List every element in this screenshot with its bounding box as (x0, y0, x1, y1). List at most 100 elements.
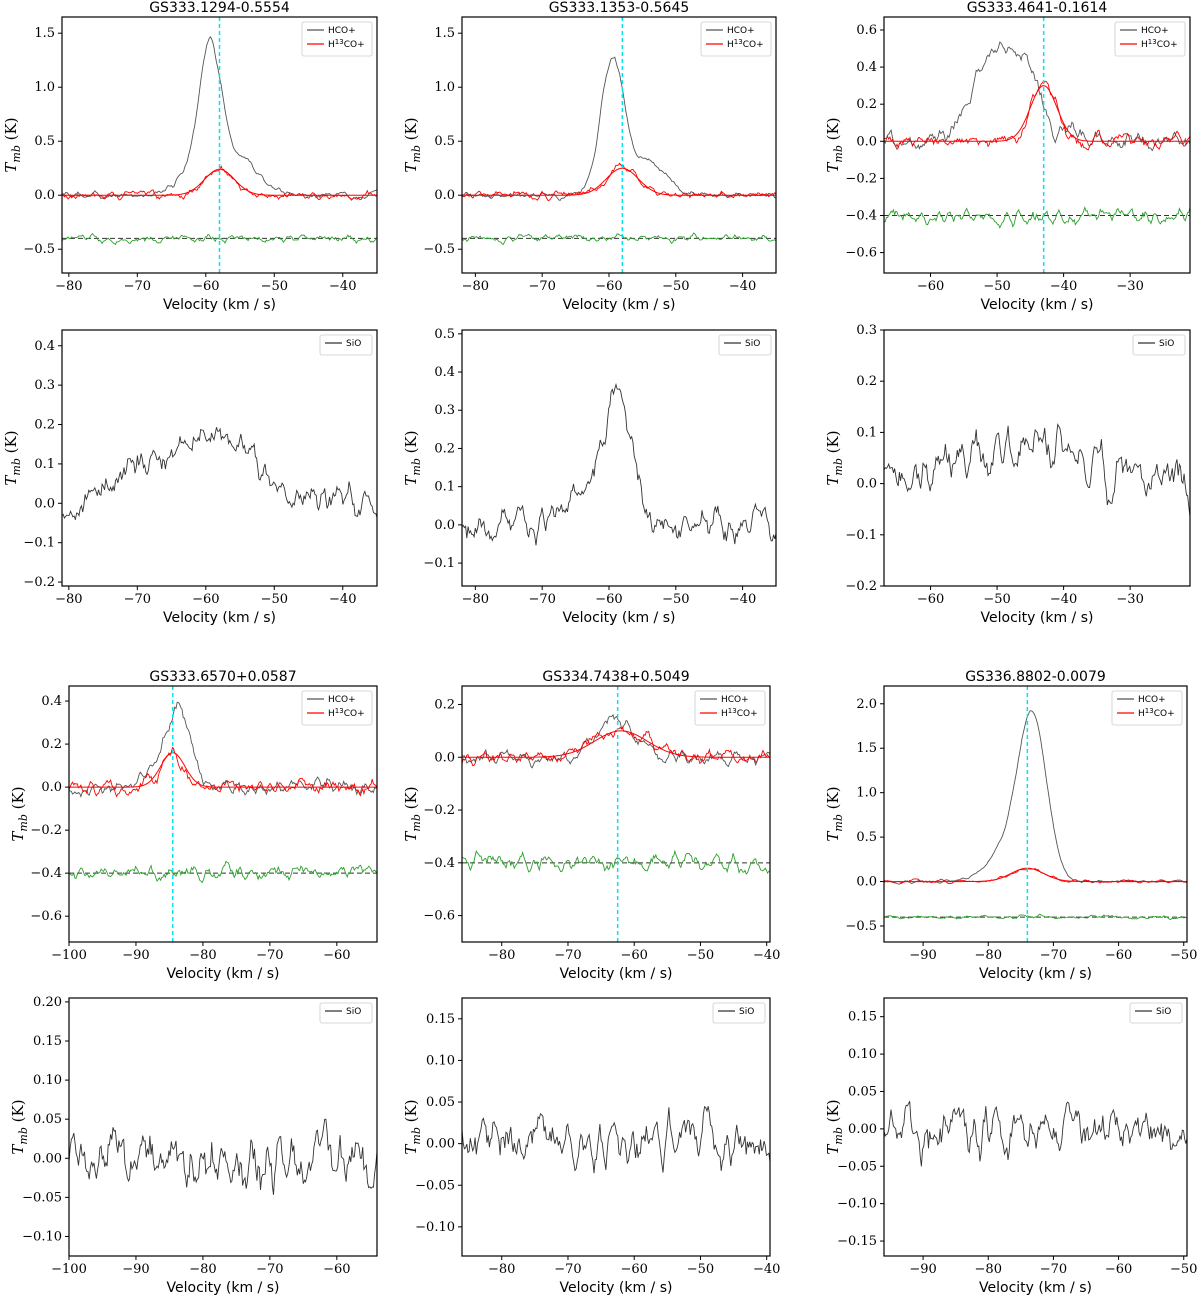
x-axis-label: Velocity (km / s) (167, 1280, 280, 1296)
x-tick-label: −90 (122, 1262, 149, 1277)
x-tick-label: −90 (122, 948, 149, 963)
spectrum-panel-6: −60 −50 −40 −30 −0.2 −0.1 0.0 0.1 0.2 0.3 Velocity… (824, 323, 1191, 626)
y-tick-label: 0.15 (848, 1010, 877, 1025)
x-tick-label: −30 (1116, 279, 1143, 294)
y-tick-label: 0.3 (434, 403, 455, 418)
spectrum-panel-10: −80 −70 −60 −50 −40 −0.10 −0.05 0.00 0.05 0.10 0.1… (402, 997, 780, 1296)
y-tick-label: −0.2 (423, 803, 455, 818)
x-tick-label: −50 (1170, 948, 1197, 963)
x-tick-label: −80 (189, 948, 216, 963)
y-tick-label: 0.4 (856, 60, 877, 75)
x-tick-label: −40 (753, 948, 780, 963)
y-tick-label: 0.2 (34, 418, 55, 433)
series-residual-line (884, 913, 1187, 920)
legend: SiO (1129, 1002, 1183, 1024)
axes-frame (461, 329, 777, 587)
series-sio-line (884, 423, 1190, 517)
series-sio-line (69, 1118, 377, 1195)
y-tick-label: −0.6 (423, 909, 455, 924)
y-tick-label: 0.0 (434, 518, 455, 533)
legend-entry: SiO (1159, 339, 1174, 349)
spectrum-panel-5: −60 −50 −40 −30 −0.6 −0.4 −0.2 0.0 0.2 0.4 0.6 Velo… (824, 0, 1191, 313)
series-h13co-line (69, 746, 377, 798)
series-hco-line (462, 713, 770, 769)
panel-title: GS334.7438+0.5049 (542, 669, 689, 685)
x-axis-label: Velocity (km / s) (163, 610, 276, 626)
y-tick-label: 0.2 (41, 737, 62, 752)
y-tick-label: 1.0 (434, 80, 455, 95)
x-tick-label: −70 (256, 948, 283, 963)
legend: HCO+ H13CO+ (301, 21, 373, 57)
x-tick-label: −90 (909, 948, 936, 963)
legend-entry: H13CO+ (328, 38, 365, 50)
legend-entry: HCO+ (1138, 695, 1166, 705)
spectrum-panel-4: −80 −70 −60 −50 −40 −0.1 0.0 0.1 0.2 0.3 0.4 0.5 Vel… (402, 327, 777, 626)
legend-box (1132, 334, 1186, 356)
legend: SiO (319, 1002, 373, 1024)
x-tick-label: −80 (189, 1262, 216, 1277)
x-tick-label: −60 (917, 279, 944, 294)
legend-entry: H13CO+ (328, 707, 365, 719)
x-axis-label: Velocity (km / s) (167, 966, 280, 982)
x-tick-label: −40 (1050, 592, 1077, 607)
series-sio-line (462, 382, 776, 546)
y-tick-label: −0.5 (423, 242, 455, 257)
y-tick-label: 0.15 (426, 1012, 455, 1027)
plot-area (884, 423, 1190, 517)
y-axis-label: Tmb (K) (9, 1099, 30, 1154)
y-tick-label: 0.5 (434, 327, 455, 342)
y-tick-label: 0.0 (34, 496, 55, 511)
y-tick-label: 0.4 (34, 339, 55, 354)
y-tick-label: 2.0 (856, 697, 877, 712)
y-tick-label: 0.0 (856, 875, 877, 890)
plot-area (884, 1101, 1187, 1167)
legend-box (319, 1002, 373, 1024)
x-axis-label: Velocity (km / s) (981, 297, 1094, 313)
legend: SiO (712, 1002, 766, 1024)
y-tick-label: −0.4 (845, 208, 877, 223)
gaussian-fit-line (462, 730, 770, 758)
x-tick-label: −60 (192, 279, 219, 294)
x-tick-label: −60 (595, 592, 622, 607)
y-tick-label: 0.00 (33, 1151, 62, 1166)
x-tick-label: −50 (662, 279, 689, 294)
plot-area (62, 427, 377, 520)
x-axis-label: Velocity (km / s) (979, 1280, 1092, 1296)
x-tick-label: −70 (256, 1262, 283, 1277)
x-tick-label: −70 (124, 279, 151, 294)
legend-entry: H13CO+ (721, 707, 758, 719)
x-tick-label: −80 (55, 592, 82, 607)
legend: SiO (718, 334, 772, 356)
axes-frame (68, 685, 378, 943)
y-tick-label: −0.6 (845, 246, 877, 261)
x-axis-label: Velocity (km / s) (560, 966, 673, 982)
y-tick-label: 0.2 (856, 97, 877, 112)
y-tick-label: −0.05 (837, 1159, 877, 1174)
x-tick-label: −50 (261, 592, 288, 607)
x-tick-label: −80 (975, 1262, 1002, 1277)
y-tick-label: 0.1 (34, 457, 55, 472)
x-tick-label: −80 (488, 1262, 515, 1277)
y-axis-label: Tmb (K) (402, 786, 423, 841)
series-hco-line (884, 41, 1190, 152)
x-axis-label: Velocity (km / s) (563, 610, 676, 626)
x-tick-label: −70 (528, 592, 555, 607)
y-tick-label: 0.15 (33, 1034, 62, 1049)
x-tick-label: −100 (51, 1262, 87, 1277)
x-tick-label: −70 (1040, 948, 1067, 963)
legend-entry: HCO+ (727, 26, 755, 36)
y-tick-label: 0.0 (34, 188, 55, 203)
y-tick-label: 1.0 (34, 80, 55, 95)
x-tick-label: −70 (1040, 1262, 1067, 1277)
y-tick-label: 0.0 (434, 188, 455, 203)
y-tick-label: 0.3 (856, 323, 877, 338)
y-tick-label: 1.5 (434, 26, 455, 41)
y-tick-label: 0.0 (856, 477, 877, 492)
x-tick-label: −60 (1105, 948, 1132, 963)
y-tick-label: −0.1 (845, 528, 877, 543)
y-tick-label: 0.4 (41, 694, 62, 709)
legend-entry: HCO+ (328, 26, 356, 36)
y-tick-label: −0.2 (845, 579, 877, 594)
y-axis-label: Tmb (K) (2, 117, 23, 172)
legend-box (1129, 1002, 1183, 1024)
